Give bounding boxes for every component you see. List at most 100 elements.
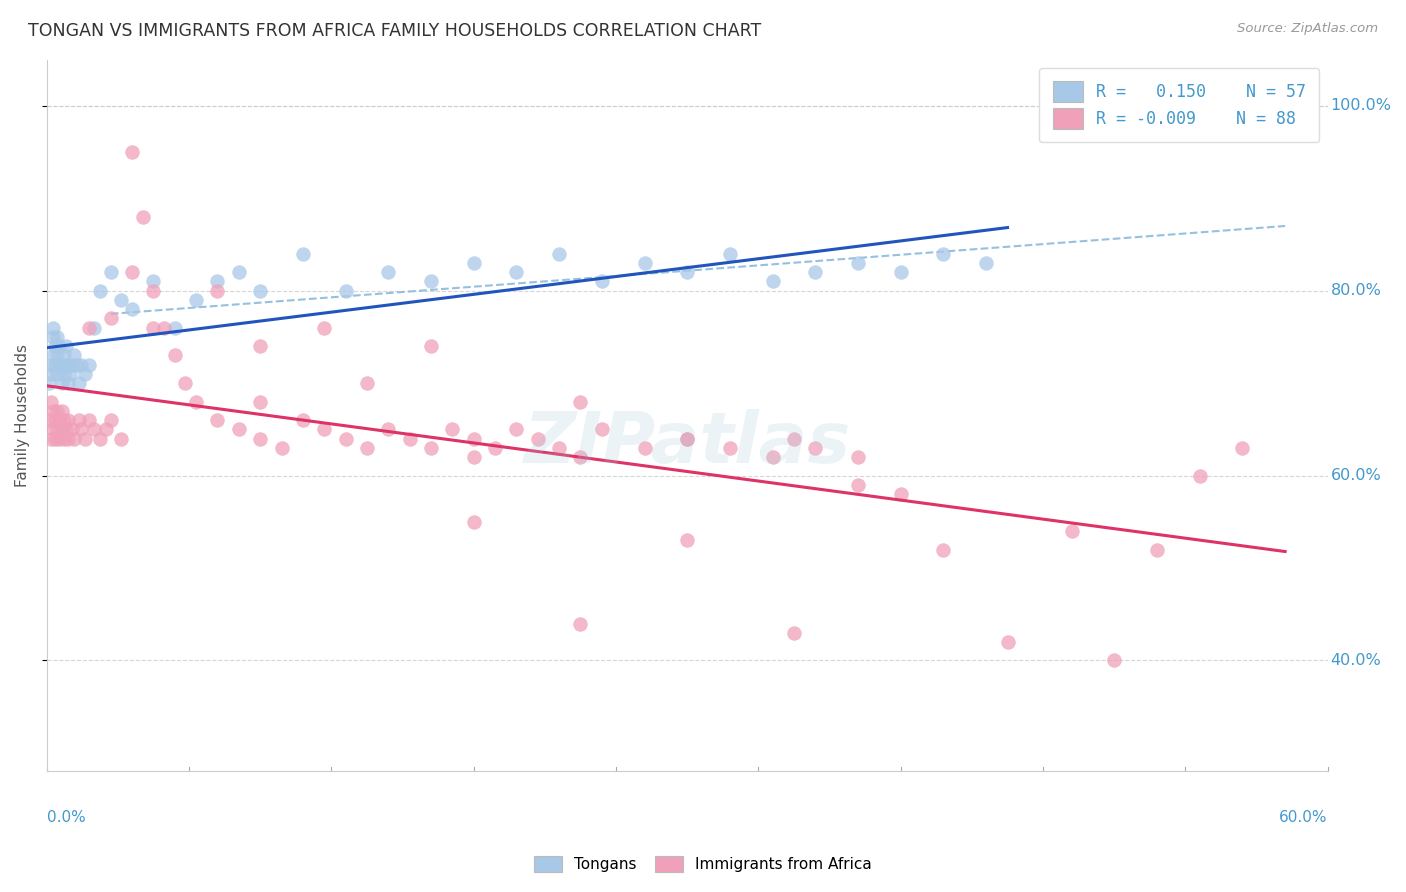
Point xyxy=(79,413,101,427)
Point xyxy=(89,284,111,298)
Point xyxy=(762,450,785,464)
Text: 40.0%: 40.0% xyxy=(1330,653,1381,668)
Point xyxy=(398,432,420,446)
Point xyxy=(335,284,357,298)
Point xyxy=(63,432,86,446)
Point xyxy=(526,432,548,446)
Point xyxy=(676,432,699,446)
Point xyxy=(63,348,86,362)
Point xyxy=(153,320,176,334)
Point xyxy=(65,358,87,372)
Point xyxy=(890,487,912,501)
Legend: R =   0.150    N = 57, R = -0.009    N = 88: R = 0.150 N = 57, R = -0.009 N = 88 xyxy=(1039,68,1319,142)
Point xyxy=(52,348,75,362)
Point xyxy=(846,450,869,464)
Point xyxy=(67,376,90,391)
Point xyxy=(569,394,592,409)
Point xyxy=(932,246,955,260)
Point xyxy=(1146,542,1168,557)
Point xyxy=(633,256,655,270)
Point xyxy=(291,413,314,427)
Point xyxy=(51,376,73,391)
Point xyxy=(75,367,97,381)
Point xyxy=(44,358,66,372)
Point xyxy=(762,275,785,289)
Point xyxy=(783,432,806,446)
Point xyxy=(270,441,292,455)
Point xyxy=(56,413,79,427)
Point xyxy=(377,265,399,279)
Point xyxy=(56,432,79,446)
Point xyxy=(228,265,250,279)
Point xyxy=(314,320,336,334)
Point xyxy=(1188,468,1211,483)
Point xyxy=(59,367,82,381)
Point xyxy=(676,265,699,279)
Point xyxy=(441,422,464,436)
Y-axis label: Family Households: Family Households xyxy=(15,344,30,487)
Point xyxy=(356,441,378,455)
Point xyxy=(39,358,62,372)
Point xyxy=(356,376,378,391)
Text: TONGAN VS IMMIGRANTS FROM AFRICA FAMILY HOUSEHOLDS CORRELATION CHART: TONGAN VS IMMIGRANTS FROM AFRICA FAMILY … xyxy=(28,22,762,40)
Point xyxy=(548,246,571,260)
Point xyxy=(142,284,165,298)
Point xyxy=(121,302,143,317)
Point xyxy=(56,376,79,391)
Point xyxy=(335,432,357,446)
Point xyxy=(548,441,571,455)
Point xyxy=(249,339,271,353)
Point xyxy=(207,275,229,289)
Point xyxy=(121,145,143,159)
Point xyxy=(249,394,271,409)
Point xyxy=(890,265,912,279)
Point xyxy=(463,515,485,529)
Point xyxy=(184,394,207,409)
Point xyxy=(42,330,65,344)
Point xyxy=(46,330,69,344)
Point xyxy=(100,265,122,279)
Point xyxy=(52,432,75,446)
Point xyxy=(207,413,229,427)
Point xyxy=(569,616,592,631)
Point xyxy=(39,394,62,409)
Point xyxy=(718,441,741,455)
Point xyxy=(163,320,186,334)
Point xyxy=(633,441,655,455)
Point xyxy=(1232,441,1254,455)
Point xyxy=(804,441,827,455)
Point xyxy=(974,256,997,270)
Point xyxy=(174,376,197,391)
Point xyxy=(783,625,806,640)
Point xyxy=(48,339,70,353)
Point xyxy=(676,533,699,548)
Text: Source: ZipAtlas.com: Source: ZipAtlas.com xyxy=(1237,22,1378,36)
Point xyxy=(42,320,65,334)
Point xyxy=(51,404,73,418)
Point xyxy=(42,348,65,362)
Point xyxy=(997,635,1019,649)
Point xyxy=(676,432,699,446)
Legend: Tongans, Immigrants from Africa: Tongans, Immigrants from Africa xyxy=(527,848,879,880)
Point xyxy=(56,358,79,372)
Point xyxy=(46,422,69,436)
Text: 100.0%: 100.0% xyxy=(1330,98,1392,113)
Point xyxy=(46,404,69,418)
Point xyxy=(142,320,165,334)
Point xyxy=(591,422,613,436)
Point xyxy=(69,422,91,436)
Text: 60.0%: 60.0% xyxy=(1279,810,1327,825)
Text: 0.0%: 0.0% xyxy=(46,810,86,825)
Point xyxy=(44,413,66,427)
Point xyxy=(83,422,105,436)
Point xyxy=(804,265,827,279)
Point xyxy=(420,339,443,353)
Point xyxy=(52,413,75,427)
Point xyxy=(46,367,69,381)
Point xyxy=(38,413,60,427)
Point xyxy=(505,422,527,436)
Point xyxy=(932,542,955,557)
Point xyxy=(79,358,101,372)
Point xyxy=(46,348,69,362)
Point xyxy=(591,275,613,289)
